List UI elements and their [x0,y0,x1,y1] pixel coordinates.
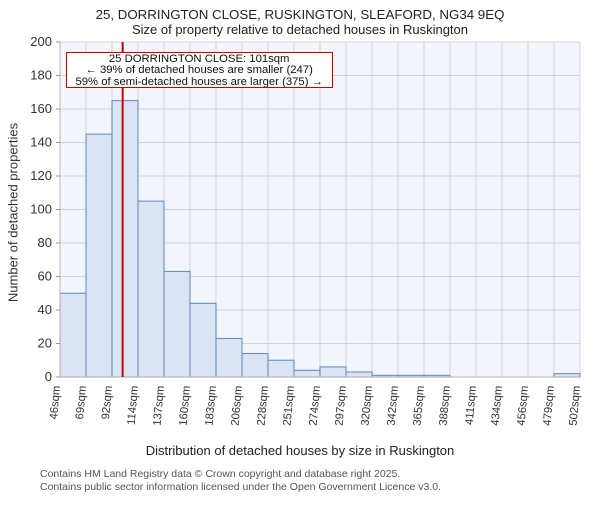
svg-text:120: 120 [30,168,52,183]
svg-text:140: 140 [30,135,52,150]
svg-text:60: 60 [38,269,52,284]
svg-text:80: 80 [38,235,52,250]
svg-text:160: 160 [30,101,52,116]
svg-text:180: 180 [30,68,52,83]
svg-text:40: 40 [38,302,52,317]
svg-text:100: 100 [30,202,52,217]
svg-text:0: 0 [45,369,52,384]
svg-text:20: 20 [38,336,52,351]
